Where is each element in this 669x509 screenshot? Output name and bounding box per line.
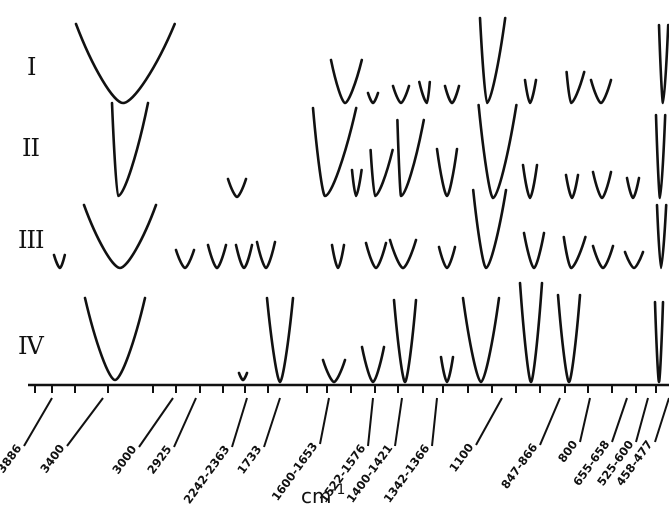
band-III-1 [82,203,158,270]
band-IV-6 [439,355,455,384]
wavenumber-label-12: 800 [555,438,580,466]
band-IV-4 [360,345,386,384]
band-I-8 [565,70,586,105]
band-III-7 [364,241,388,270]
leader-line-3 [173,397,197,448]
leader-line-13 [611,397,628,443]
wavenumber-label-10: 1100 [446,441,476,475]
x-axis-unit-label: cm-1 [301,482,345,508]
band-III-8 [388,238,418,270]
band-III-6 [330,243,346,270]
band-IV-5 [392,298,418,384]
band-III-2 [174,248,196,270]
leader-line-5 [263,397,281,448]
band-II-8 [521,163,539,200]
leader-line-2 [138,397,174,448]
band-II-7 [477,103,518,200]
leader-line-14 [635,397,649,443]
band-III-12 [562,235,587,270]
leader-line-1 [66,397,104,447]
band-II-4 [369,148,394,198]
band-IV-1 [237,371,249,382]
band-III-15 [655,203,668,270]
band-IV-2 [265,296,295,384]
leader-line-0 [23,397,53,447]
band-II-2 [311,106,358,198]
band-I-5 [443,84,461,105]
leader-line-11 [539,397,561,446]
spectrum-label-I: I [27,53,36,81]
band-I-9 [589,78,613,105]
band-I-3 [391,84,411,105]
band-I-4 [418,80,432,105]
band-II-12 [654,113,667,200]
wavenumber-label-3: 2925 [144,443,174,477]
wavenumber-label-0: 3886 [0,442,24,476]
band-I-10 [657,23,669,105]
band-II-5 [396,118,426,198]
label-leader-lines [23,397,669,448]
spectrum-label-IV: IV [18,332,44,360]
band-III-10 [471,188,508,270]
leader-line-8 [394,397,403,447]
leader-line-4 [231,397,248,448]
axis-ticks [34,385,657,393]
band-IV-3 [321,358,347,384]
x-axis-unit: cm [301,484,331,508]
wavenumber-label-2: 3000 [109,443,139,477]
band-II-0 [110,101,150,198]
band-III-11 [522,231,546,270]
band-II-11 [625,176,641,200]
leader-line-7 [367,397,374,447]
wavenumber-label-11: 847-866 [498,441,540,492]
wavenumber-label-5: 1733 [234,443,264,477]
band-III-13 [591,244,615,270]
band-III-4 [234,243,254,270]
band-I-2 [366,91,380,105]
band-II-1 [226,177,248,199]
wavenumber-label-4: 2242-2363 [181,443,233,507]
band-II-10 [591,170,613,200]
spectrum-label-II: II [22,134,39,162]
band-III-9 [437,245,457,270]
band-III-5 [255,240,277,270]
absorption-band-traces [52,16,669,384]
band-II-9 [564,173,580,200]
x-axis-unit-exponent: -1 [331,482,345,498]
band-III-14 [623,250,645,270]
wavenumber-label-1: 3400 [37,442,67,476]
band-I-1 [329,58,364,105]
band-IV-10 [653,300,665,384]
band-III-3 [206,243,228,270]
band-IV-0 [83,296,147,382]
band-IV-9 [556,293,582,384]
band-I-6 [478,16,507,105]
leader-line-9 [431,397,438,447]
spectrum-label-III: III [18,226,44,254]
band-II-3 [350,168,363,198]
band-II-6 [435,147,459,198]
leader-line-12 [579,397,591,443]
leader-line-10 [475,397,503,446]
leader-line-15 [654,397,669,443]
band-I-0 [74,22,176,105]
band-I-7 [523,78,538,105]
leader-line-6 [319,397,330,445]
band-III-0 [52,253,67,270]
band-IV-7 [461,296,501,384]
band-IV-8 [518,281,544,384]
